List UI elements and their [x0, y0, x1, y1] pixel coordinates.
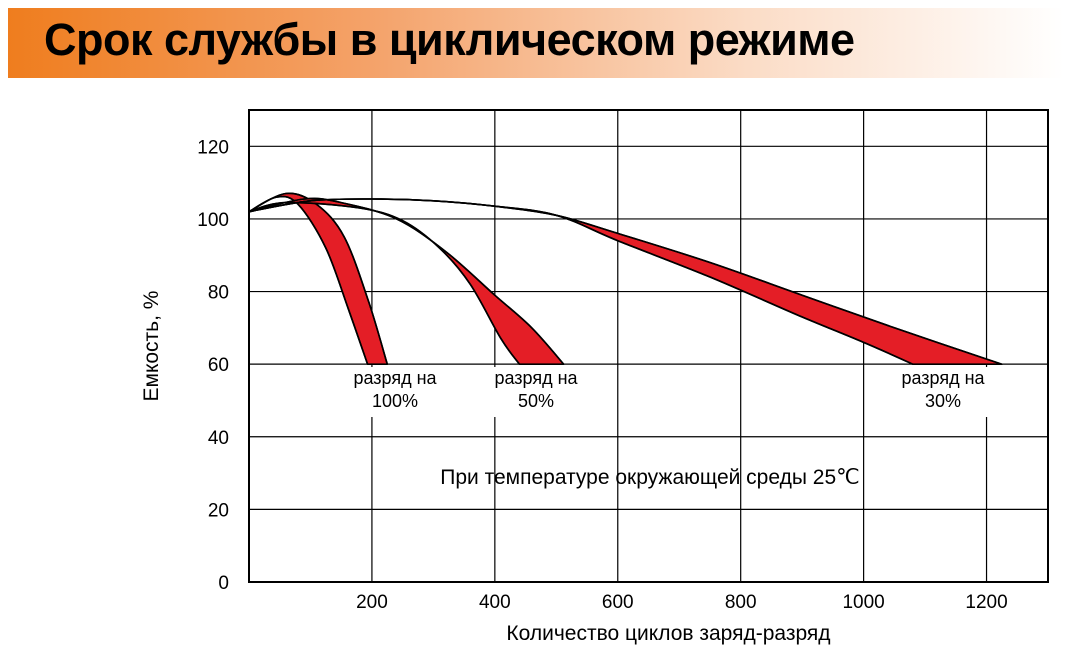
band-0-upper-curve	[248, 192, 389, 365]
x-tick-label-3: 800	[725, 592, 757, 613]
band-1-lower-curve	[248, 201, 521, 365]
x-tick-label-0: 200	[356, 592, 388, 613]
band-0-label-bg	[343, 367, 447, 417]
x-tick-label-4: 1000	[842, 592, 884, 613]
band-1-label-line-1: 50%	[518, 391, 554, 411]
y-tick-label-0: 0	[218, 573, 229, 594]
y-tick-label-3: 60	[208, 355, 229, 376]
band-0-label-line-1: 100%	[372, 391, 418, 411]
y-tick-label-6: 120	[197, 137, 229, 158]
y-tick-label-5: 100	[197, 210, 229, 231]
y-tick-label-2: 40	[208, 428, 229, 449]
band-2-lower-curve	[248, 198, 914, 365]
temperature-note: При температуре окружающей среды 25℃	[440, 466, 859, 489]
x-tick-label-1: 400	[479, 592, 511, 613]
band-1-label-bg	[484, 367, 588, 417]
band-0-label-line-0: разряд на	[353, 368, 437, 388]
x-axis-label: Количество циклов заряд-разряд	[506, 622, 830, 645]
band-2-label-bg	[891, 367, 995, 417]
band-2-label-line-0: разряд на	[901, 368, 985, 388]
y-tick-label-4: 80	[208, 283, 229, 304]
x-tick-label-5: 1200	[965, 592, 1007, 613]
x-tick-label-2: 600	[602, 592, 634, 613]
page-title: Срок службы в циклическом режиме	[44, 14, 855, 65]
band-1-label-line-0: разряд на	[494, 368, 578, 388]
y-tick-label-1: 20	[208, 500, 229, 521]
y-axis-label: Емкость, %	[140, 291, 163, 402]
title-banner: Срок службы в циклическом режиме	[8, 8, 1064, 78]
band-0-lower-curve	[248, 195, 369, 365]
band-2-label-line-1: 30%	[925, 391, 961, 411]
